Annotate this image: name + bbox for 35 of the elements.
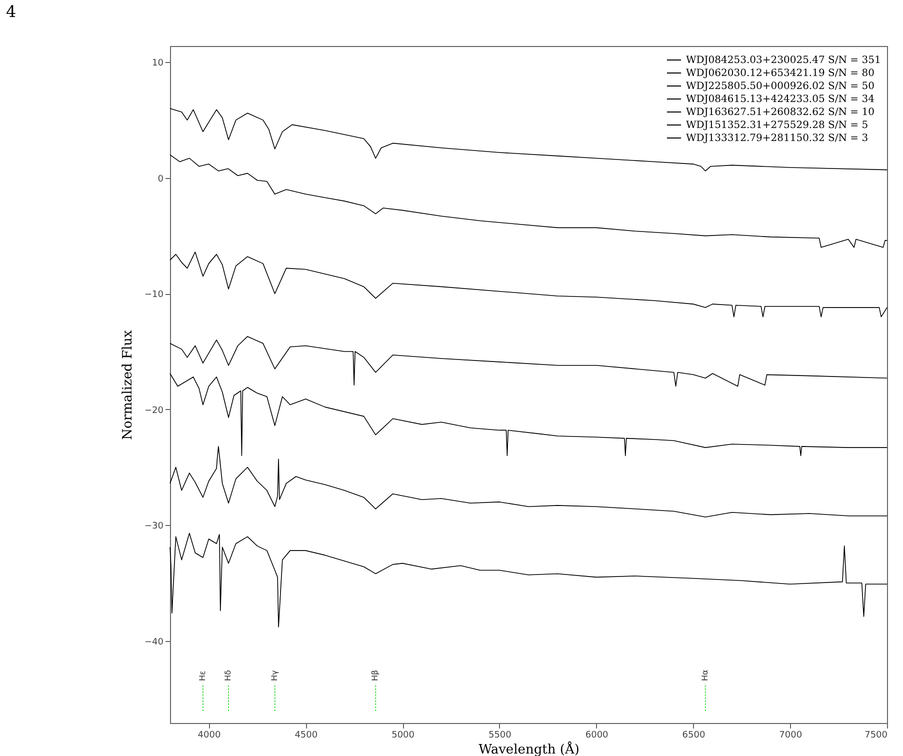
x-tick-label: 5000 (392, 730, 415, 740)
x-tick-label: 7500 (864, 730, 888, 740)
x-tick-label: 4000 (198, 730, 221, 740)
legend-label: WDJ084253.03+230025.47 S/N = 351 (686, 55, 881, 66)
y-tick-label: −40 (144, 637, 164, 648)
legend-label: WDJ225805.50+000926.02 S/N = 50 (686, 81, 874, 92)
line-series (170, 373, 888, 456)
ref-line-label: Hβ (370, 670, 380, 682)
x-tick-label: 4500 (294, 730, 318, 740)
legend-label: WDJ163627.51+260832.62 S/N = 10 (686, 107, 874, 118)
x-tick-label: 5500 (488, 730, 512, 740)
legend-label: WDJ133312.79+281150.32 S/N = 3 (686, 133, 868, 144)
y-axis-title: Normalized Flux (120, 329, 136, 440)
ref-line-label: Hε (198, 670, 207, 682)
ref-line-label: Hγ (270, 670, 279, 682)
x-tick-label: 6500 (682, 730, 706, 740)
line-series (170, 446, 888, 518)
line-series (170, 336, 888, 387)
y-tick-label: −30 (144, 522, 164, 532)
line-series (170, 108, 888, 172)
legend-label: WDJ151352.31+275529.28 S/N = 5 (686, 120, 868, 131)
y-tick-label: −20 (144, 406, 164, 416)
line-series (170, 154, 888, 248)
legend-label: WDJ084615.13+424233.05 S/N = 34 (686, 94, 874, 105)
x-tick-label: 6000 (585, 730, 609, 740)
line-series (170, 252, 888, 318)
legend-label: WDJ062030.12+653421.19 S/N = 80 (686, 68, 874, 79)
y-tick-label: 0 (158, 174, 164, 184)
text: 4 (6, 2, 16, 21)
y-tick-label: −10 (144, 290, 164, 300)
ref-line-label: Hδ (224, 670, 233, 682)
ref-line-label: Hα (700, 670, 710, 682)
y-tick-label: 10 (152, 58, 164, 69)
line-series (170, 532, 888, 628)
x-tick-label: 7000 (779, 730, 802, 740)
